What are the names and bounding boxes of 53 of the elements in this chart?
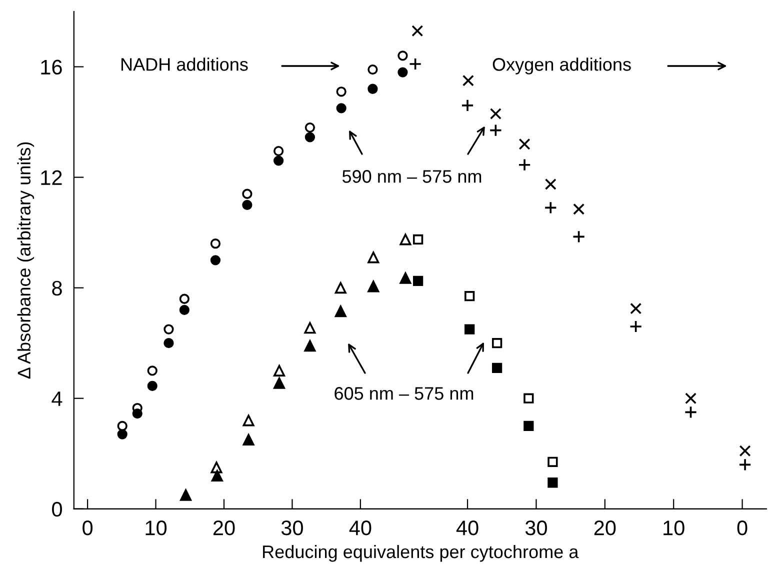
point [117,420,128,432]
y-tick-label: 0 [52,502,62,517]
point [242,188,252,199]
point [336,86,346,97]
point [242,200,252,210]
point [304,132,316,142]
point [304,322,316,334]
x-axis-title: Reducing equivalents per cytochrome a [263,544,579,562]
point [368,64,378,75]
point [334,306,346,318]
annotation: NADH additions [121,58,248,71]
x-tick-label: 10 [146,520,167,536]
y-tick-label: 16 [41,60,62,75]
annotation: Oxygen additions [492,58,631,74]
point [398,67,408,78]
point [242,434,254,446]
point [273,156,284,166]
point [304,122,316,133]
y-tick-label: 4 [52,392,62,406]
y-axis-title: Δ Absorbance (arbitrary units) [17,142,34,379]
point [336,103,346,114]
point [334,282,346,294]
point [210,238,221,249]
point [164,338,174,348]
y-tick-label: 12 [41,170,62,185]
point [368,252,380,264]
point [242,414,254,426]
y-tick-label: 8 [52,280,62,296]
annotation: 605 nm – 575 nm [334,387,474,400]
point [273,364,286,376]
x-tick-label: 0 [82,520,93,536]
annotation: 590 nm – 575 nm [342,170,482,183]
point [117,429,128,440]
point [273,377,286,389]
point [179,294,190,304]
point [147,380,158,391]
point [400,234,412,246]
point [304,340,316,352]
point [210,462,222,474]
point [368,280,380,292]
point [211,470,223,482]
point [164,324,174,334]
point [147,366,158,376]
point [400,272,412,284]
point [179,304,190,315]
x-tick-label: 40 [349,520,372,536]
point [398,50,408,61]
x-tick-label: 30 [281,520,303,536]
point [368,84,378,94]
x-tick-label: 20 [213,520,235,536]
point [180,489,192,501]
point [210,255,221,266]
point [273,146,284,156]
